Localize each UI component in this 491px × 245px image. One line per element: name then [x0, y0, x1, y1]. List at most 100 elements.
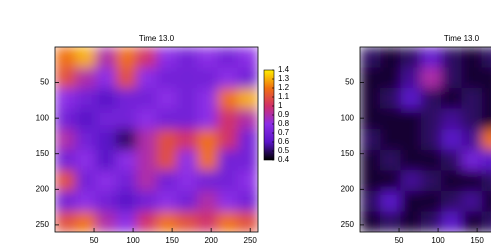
y-tick-label: 200: [341, 184, 355, 193]
heatmap-cell: [237, 190, 258, 212]
x-tick-label: 100: [431, 236, 445, 245]
heatmap-cell: [420, 129, 442, 151]
heatmap-cell: [156, 108, 178, 130]
heatmap-cell: [400, 190, 422, 212]
heatmap-cell: [156, 129, 178, 151]
heatmap-cell: [95, 108, 117, 130]
heatmap-cell: [481, 129, 491, 151]
heatmap-cell: [197, 149, 218, 171]
heatmap-cell: [55, 108, 76, 130]
heatmap-cell: [95, 129, 117, 151]
heatmap-cell: [176, 67, 198, 89]
y-tick-label: 150: [36, 149, 50, 158]
heatmap-cell: [461, 67, 483, 89]
heatmap-cell: [420, 67, 442, 89]
heatmap-cell: [95, 190, 117, 212]
heatmap-cell: [217, 211, 239, 232]
heatmap-cell: [400, 47, 422, 69]
heatmap-cell: [420, 108, 442, 130]
heatmap-cell: [237, 149, 258, 171]
heatmap-cell: [115, 88, 137, 110]
heatmap-cell: [75, 88, 97, 110]
heatmap-cell: [136, 88, 157, 110]
chart-title: Time 13.0: [444, 34, 480, 43]
heatmap-cell: [197, 170, 218, 192]
heatmap-cell: [461, 149, 483, 171]
heatmap-cell: [441, 149, 462, 171]
heatmap-cell: [441, 211, 462, 232]
heatmap-cell: [237, 211, 258, 232]
colorbar-tick-label: 1.2: [278, 83, 290, 92]
heatmap-cell: [360, 129, 381, 151]
heatmap-cell: [217, 149, 239, 171]
x-tick-label: 150: [165, 236, 179, 245]
heatmap-cell: [217, 170, 239, 192]
heatmap-cell: [481, 108, 491, 130]
colorbar-tick-label: 1.1: [278, 92, 290, 101]
heatmap-cell: [380, 190, 402, 212]
heatmap-cell: [217, 47, 239, 69]
heatmap-cell: [95, 211, 117, 232]
heatmap-cell: [400, 88, 422, 110]
heatmap-cell: [461, 47, 483, 69]
heatmap-cell: [400, 211, 422, 232]
heatmap-cell: [380, 88, 402, 110]
heatmap-cell: [156, 88, 178, 110]
heatmap-cell: [360, 211, 381, 232]
y-tick-label: 150: [341, 149, 355, 158]
heatmap-cell: [156, 211, 178, 232]
heatmap-cell: [481, 88, 491, 110]
heatmap-cell: [420, 149, 442, 171]
heatmap-cell: [420, 190, 442, 212]
heatmap-cell: [136, 108, 157, 130]
heatmap-cell: [197, 67, 218, 89]
heatmap-cell: [360, 190, 381, 212]
y-tick-label: 250: [36, 220, 50, 229]
heatmap-cell: [95, 149, 117, 171]
heatmap-cells: [360, 47, 491, 232]
heatmap: [360, 47, 491, 232]
colorbar-tick-label: 1: [278, 101, 283, 110]
heatmap-cell: [176, 108, 198, 130]
heatmap-cell: [115, 149, 137, 171]
heatmap-cell: [176, 170, 198, 192]
heatmap-cell: [75, 211, 97, 232]
colorbar-tick-label: 0.5: [278, 146, 290, 155]
heatmap-cell: [441, 108, 462, 130]
heatmap-cell: [360, 108, 381, 130]
heatmap-cell: [95, 170, 117, 192]
heatmap-cell: [136, 190, 157, 212]
heatmap-cell: [136, 67, 157, 89]
heatmap-cell: [360, 47, 381, 69]
heatmap-cell: [176, 211, 198, 232]
heatmap-cell: [237, 108, 258, 130]
heatmap-cell: [441, 129, 462, 151]
heatmap-cell: [75, 108, 97, 130]
colorbar-tick-label: 1.3: [278, 74, 290, 83]
heatmap-cell: [400, 67, 422, 89]
y-tick-label: 250: [341, 220, 355, 229]
heatmap-cell: [217, 190, 239, 212]
heatmap-cell: [380, 211, 402, 232]
heatmap-cell: [461, 108, 483, 130]
heatmap-cell: [420, 170, 442, 192]
y-tick-label: 200: [36, 184, 50, 193]
heatmap-cell: [197, 108, 218, 130]
heatmap-cell: [420, 47, 442, 69]
x-tick-label: 250: [244, 236, 258, 245]
heatmap-cell: [176, 129, 198, 151]
heatmap-cell: [461, 170, 483, 192]
heatmap-cell: [136, 170, 157, 192]
heatmap-cell: [156, 47, 178, 69]
heatmap-cell: [380, 108, 402, 130]
heatmap-cell: [237, 47, 258, 69]
colorbar-tick-label: 0.9: [278, 110, 290, 119]
heatmap-cell: [95, 88, 117, 110]
heatmap-cell: [441, 67, 462, 89]
colorbar-tick-label: 0.8: [278, 119, 290, 128]
heatmap-cell: [400, 149, 422, 171]
y-tick-label: 50: [40, 78, 49, 87]
heatmap-cell: [115, 190, 137, 212]
heatmap-cell: [156, 67, 178, 89]
